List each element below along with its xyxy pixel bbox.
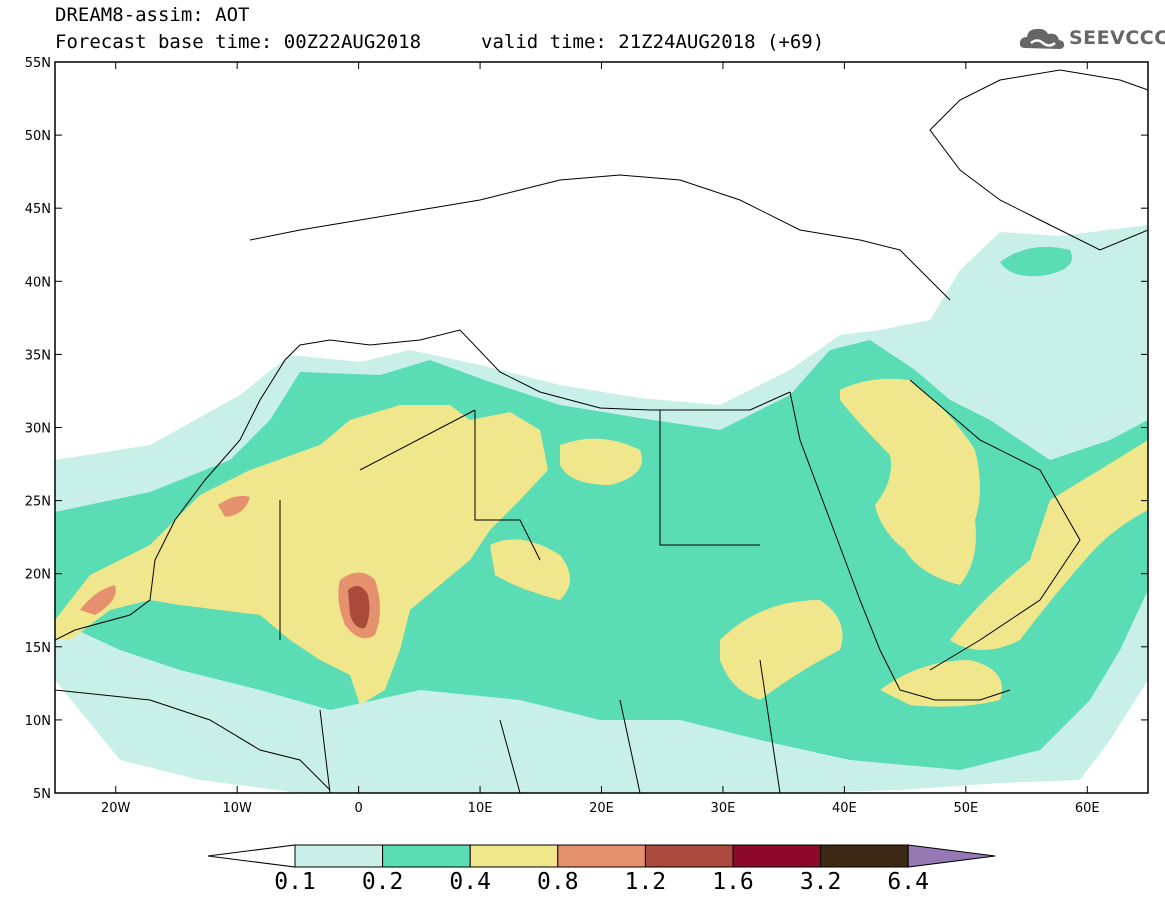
y-tick-label: 25N bbox=[25, 495, 51, 510]
aot-band-0-4-west bbox=[55, 405, 548, 705]
aot-band-0-4-east bbox=[950, 440, 1148, 650]
y-axis: 55N 50N 45N 40N 35N 30N 25N 20N 15N 10N 5N bbox=[25, 56, 1148, 802]
cloud-icon bbox=[1019, 28, 1065, 49]
y-tick-label: 40N bbox=[25, 275, 51, 290]
forecast-time-line: Forecast base time: 00Z22AUG2018 valid ti… bbox=[55, 31, 824, 53]
colorbar-segment bbox=[469, 844, 559, 868]
aot-band-0-4-south bbox=[490, 539, 570, 600]
aot-band-0-4-horn bbox=[880, 660, 1002, 707]
aot-band-0-4-arabia bbox=[840, 378, 980, 585]
x-tick-label: 40E bbox=[832, 801, 857, 816]
base-time: Forecast base time: 00Z22AUG2018 bbox=[55, 31, 422, 53]
x-axis: 20W 10W 0 10E 20E 30E 40E 50E 60E bbox=[101, 62, 1100, 816]
y-tick-label: 20N bbox=[25, 568, 51, 583]
colorbar-segment bbox=[644, 844, 734, 868]
aot-band-1-2-core bbox=[348, 586, 370, 629]
y-tick-label: 55N bbox=[25, 56, 51, 71]
colorbar-arrow-low bbox=[207, 844, 296, 868]
x-tick-label: 50E bbox=[953, 801, 978, 816]
aot-band-0-4-sudan bbox=[720, 600, 843, 700]
colorbar-segment bbox=[294, 844, 384, 868]
y-tick-label: 45N bbox=[25, 202, 51, 217]
x-tick-label: 30E bbox=[711, 801, 736, 816]
y-tick-label: 10N bbox=[25, 714, 51, 729]
colorbar-label: 6.4 bbox=[887, 869, 929, 895]
logo-text: SEEVCCC bbox=[1069, 27, 1165, 49]
colorbar-label: 0.8 bbox=[537, 869, 579, 895]
valid-time: valid time: 21Z24AUG2018 (+69) bbox=[481, 31, 825, 53]
colorbar-segment bbox=[557, 844, 646, 868]
x-tick-label: 10W bbox=[222, 801, 252, 816]
colorbar-segment bbox=[820, 844, 909, 868]
y-tick-label: 15N bbox=[25, 641, 51, 656]
colorbar bbox=[207, 844, 996, 868]
seevccc-logo: SEEVCCC bbox=[1017, 22, 1165, 56]
coastlines bbox=[55, 69, 1148, 793]
colorbar-arrow-high bbox=[907, 844, 996, 868]
colorbar-segment bbox=[732, 844, 822, 868]
colorbar-label: 0.4 bbox=[449, 869, 491, 895]
colorbar-label: 1.2 bbox=[624, 869, 667, 895]
x-tick-label: 20W bbox=[101, 801, 131, 816]
colorbar-label: 1.6 bbox=[712, 869, 754, 895]
x-tick-label: 0 bbox=[354, 801, 362, 816]
aot-band-0-4-central bbox=[560, 438, 642, 485]
colorbar-label: 0.2 bbox=[361, 869, 404, 895]
map-title: DREAM8-assim: AOT bbox=[55, 4, 250, 26]
aot-band-0-8-north bbox=[218, 496, 250, 517]
y-tick-label: 30N bbox=[25, 422, 51, 437]
x-tick-label: 60E bbox=[1075, 801, 1100, 816]
colorbar-label: 3.2 bbox=[799, 869, 842, 895]
aot-field bbox=[55, 69, 1148, 793]
x-tick-label: 20E bbox=[589, 801, 614, 816]
y-tick-label: 5N bbox=[33, 787, 51, 802]
colorbar-label: 0.1 bbox=[274, 869, 316, 895]
aot-band-0-8-west bbox=[80, 585, 116, 615]
y-tick-label: 50N bbox=[25, 129, 51, 144]
aot-band-0-2-caspian bbox=[1000, 246, 1072, 277]
y-tick-label: 35N bbox=[25, 348, 51, 363]
x-tick-label: 10E bbox=[468, 801, 493, 816]
colorbar-segment bbox=[382, 844, 471, 868]
